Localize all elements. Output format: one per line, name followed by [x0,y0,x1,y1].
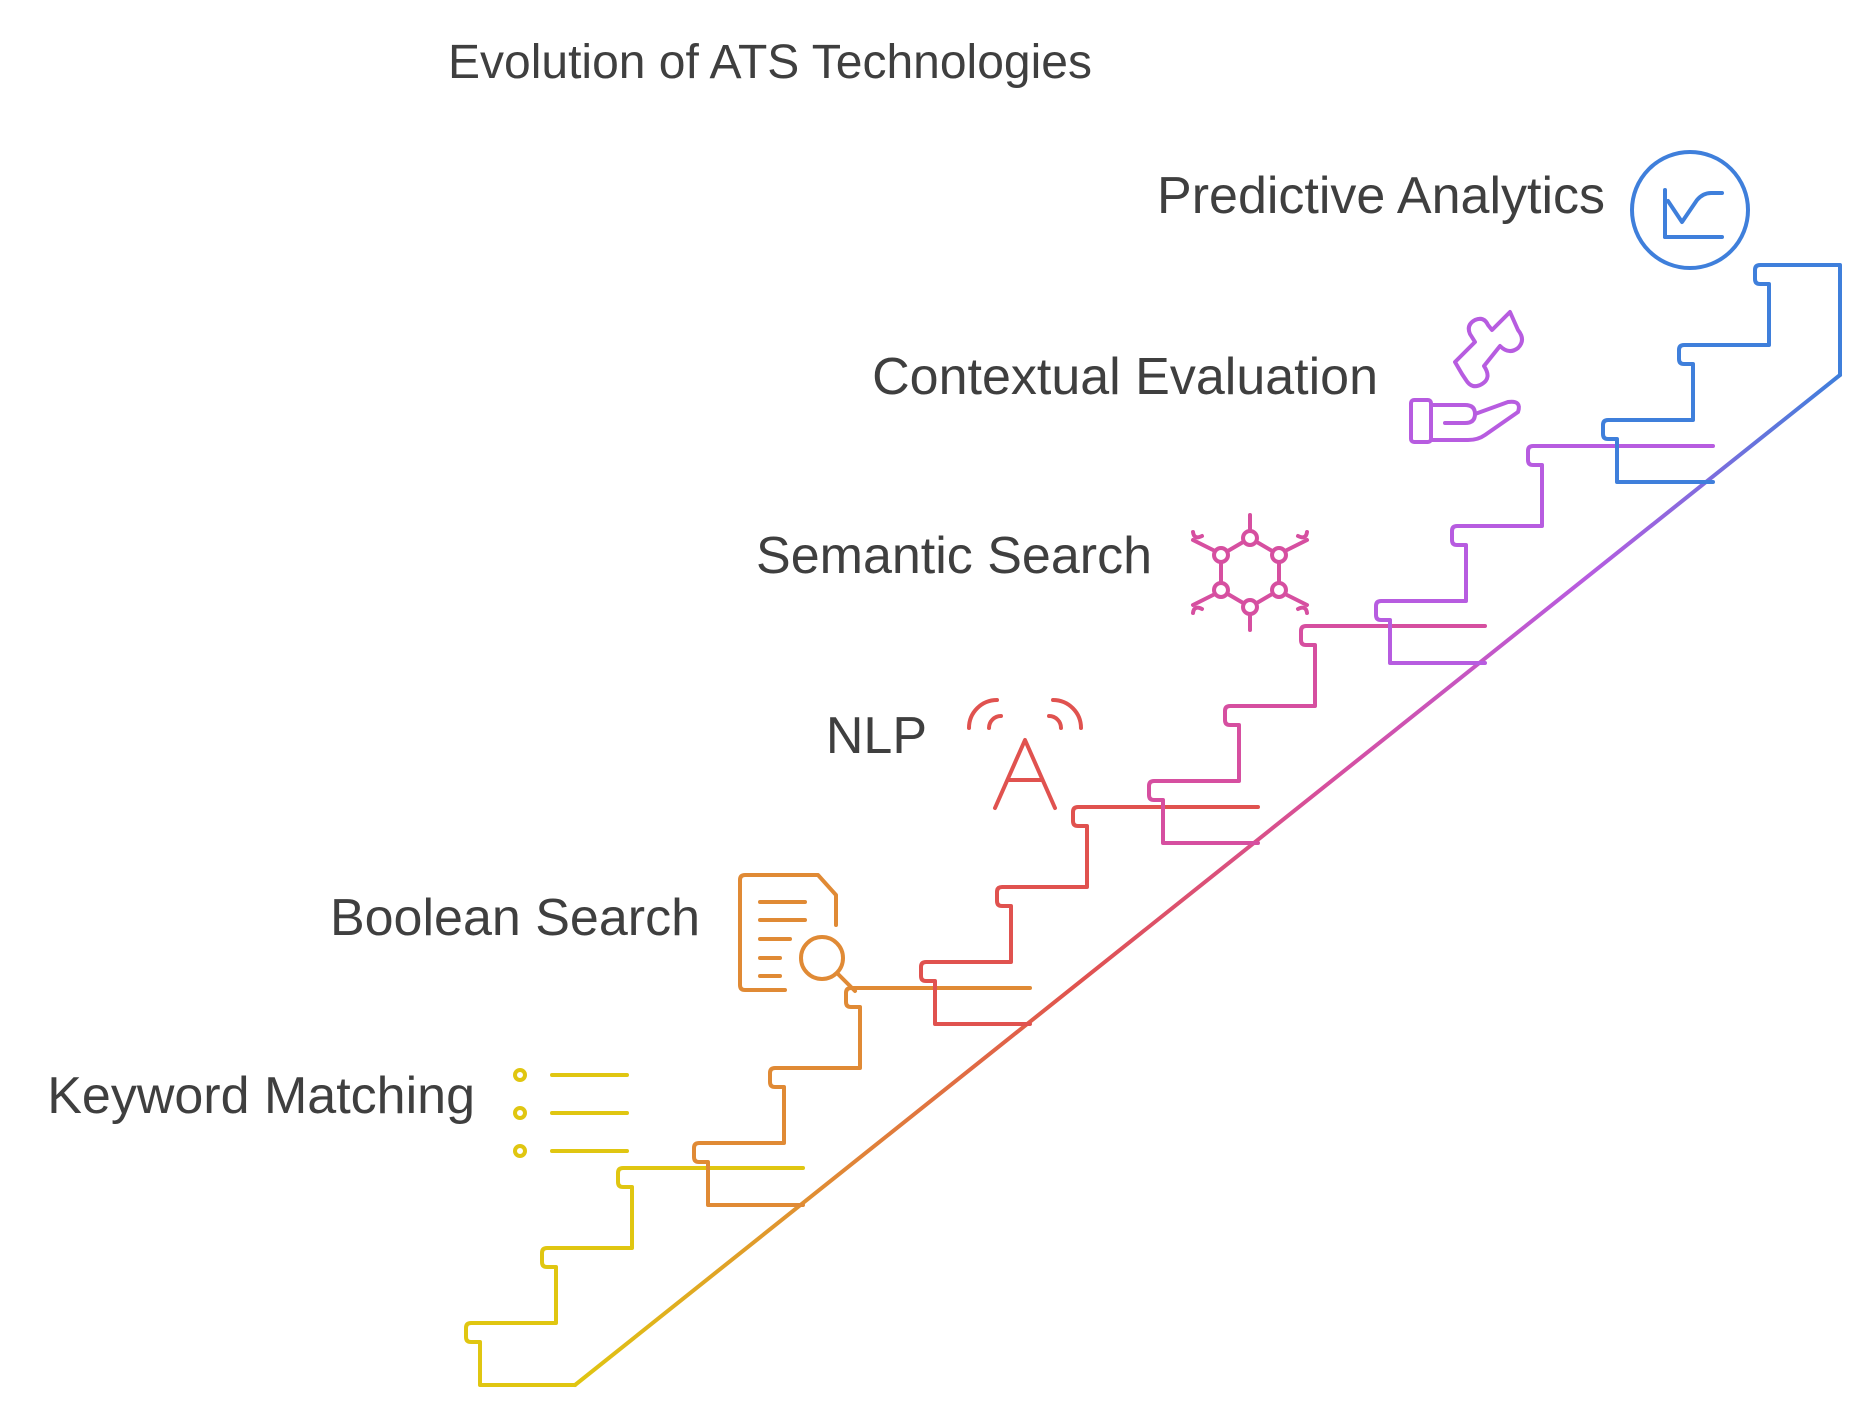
staircase-ramp [573,373,1842,1387]
stage-label-keyword-matching: Keyword Matching [47,1067,475,1125]
document-search-icon [738,873,857,993]
stair-segment-nlp [919,805,1260,1026]
stair-segment-semantic-search [1147,624,1487,845]
stage-label-nlp: NLP [826,707,927,765]
stair-segment-contextual-evaluation [1374,444,1715,665]
broadcast-a-icon [967,698,1083,810]
stage-label-contextual-evaluation: Contextual Evaluation [872,348,1378,406]
diagram-title: Evolution of ATS Technologies [448,36,1092,89]
stage-label-boolean-search: Boolean Search [330,889,700,947]
list-icon [513,1068,629,1158]
stair-segment-keyword-matching [464,1166,805,1387]
hand-puzzle-icon [1409,310,1524,444]
molecule-icon [1191,513,1309,632]
stage-label-semantic-search: Semantic Search [756,527,1152,585]
stage-label-predictive-analytics: Predictive Analytics [1157,167,1605,225]
stair-segment-boolean-search [692,986,1032,1207]
line-chart-icon [1630,150,1750,270]
stair-segment-predictive-analytics [1601,263,1842,484]
